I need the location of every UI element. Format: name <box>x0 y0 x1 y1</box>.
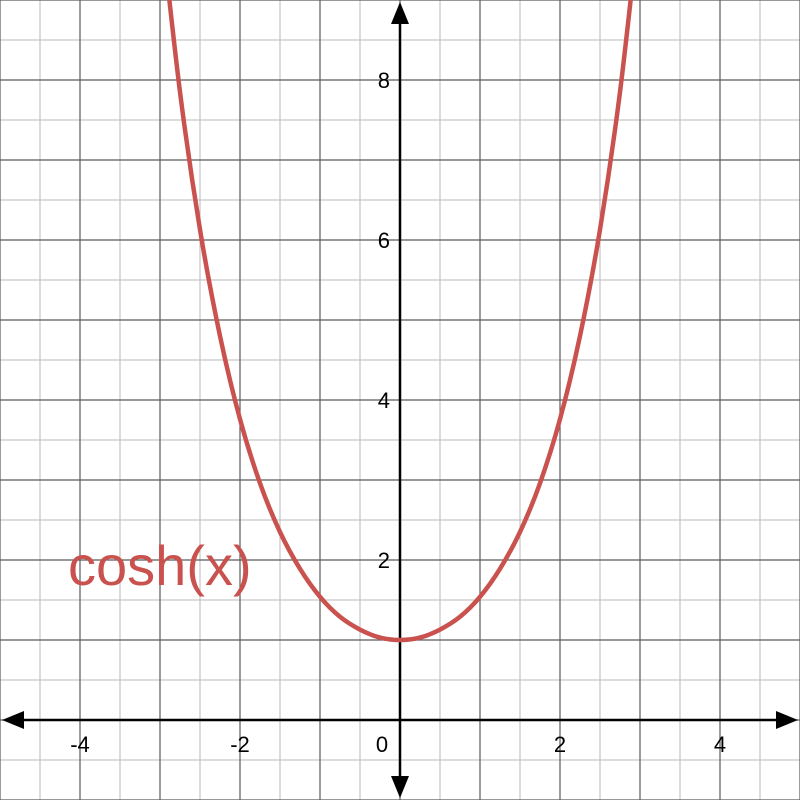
y-tick-labels: 2 4 6 8 <box>378 68 390 573</box>
series-label-cosh: cosh(x) <box>68 534 252 597</box>
x-tick-label: 4 <box>714 732 726 757</box>
y-tick-label: 8 <box>378 68 390 93</box>
y-tick-label: 2 <box>378 548 390 573</box>
y-tick-label: 6 <box>378 228 390 253</box>
x-tick-labels: -4 -2 2 4 <box>70 732 726 757</box>
series-line-cosh <box>167 0 633 643</box>
x-tick-label: -4 <box>70 732 90 757</box>
y-axis-bottom-arrow <box>391 776 409 798</box>
y-axis-top-arrow <box>391 2 409 24</box>
origin-label: 0 <box>376 732 388 757</box>
x-tick-label: -2 <box>230 732 250 757</box>
x-axis-left-arrow <box>2 711 24 729</box>
x-tick-label: 2 <box>554 732 566 757</box>
y-tick-label: 4 <box>378 388 390 413</box>
x-axis-right-arrow <box>776 711 798 729</box>
